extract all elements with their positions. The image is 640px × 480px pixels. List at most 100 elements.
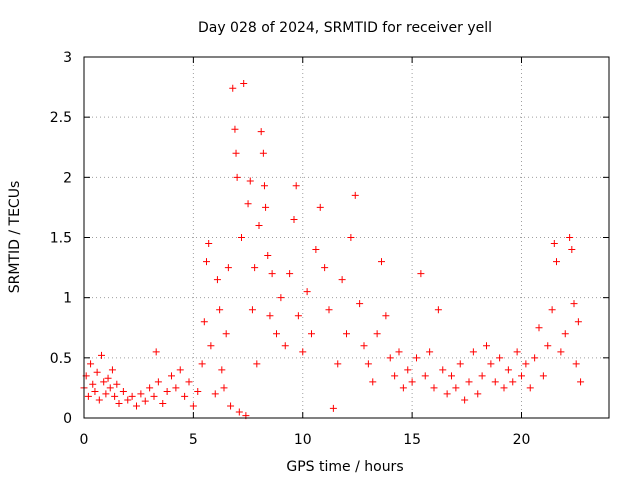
data-point (87, 360, 95, 368)
data-point (286, 270, 294, 278)
data-point (185, 378, 193, 386)
data-point (264, 252, 272, 260)
data-point (152, 348, 160, 356)
data-point (216, 306, 224, 314)
data-point (329, 404, 337, 412)
data-point (456, 360, 464, 368)
y-tick-label: 1.5 (50, 231, 72, 247)
data-point (277, 294, 285, 302)
data-point (491, 378, 499, 386)
data-point (369, 378, 377, 386)
y-tick-label: 1 (63, 291, 72, 307)
data-point (550, 240, 558, 248)
data-point (168, 372, 175, 380)
y-tick-label: 2 (63, 170, 72, 186)
data-point (531, 354, 539, 362)
data-point (150, 392, 158, 400)
data-point (347, 234, 355, 241)
data-point (299, 348, 307, 356)
data-point (232, 149, 240, 157)
data-point (308, 330, 315, 338)
data-point (248, 306, 256, 314)
data-point (518, 372, 525, 380)
data-point (566, 234, 574, 241)
data-point (548, 306, 556, 314)
data-point (108, 366, 116, 374)
data-point (251, 264, 259, 272)
data-point (205, 240, 213, 248)
data-point (84, 392, 92, 400)
data-point (203, 258, 210, 266)
data-point (526, 384, 534, 392)
data-point (478, 372, 486, 380)
data-point (500, 384, 508, 392)
data-point (504, 366, 512, 374)
data-point (181, 392, 189, 400)
data-point (513, 348, 521, 356)
data-point (360, 342, 368, 350)
data-point (95, 396, 103, 404)
data-point (343, 330, 350, 338)
data-point (100, 378, 108, 386)
data-point (115, 400, 123, 408)
data-point (260, 182, 268, 190)
data-point (316, 203, 324, 211)
data-point (522, 360, 530, 368)
x-axis-label: GPS time / hours (286, 459, 403, 475)
data-point (106, 384, 114, 392)
data-point (382, 312, 390, 320)
data-point (176, 366, 184, 374)
data-point (220, 384, 228, 392)
y-axis-label: SRMTID / TECUs (7, 181, 23, 294)
y-tick-label: 2.5 (50, 110, 72, 126)
data-point (303, 288, 311, 296)
data-point (408, 378, 416, 386)
data-point (577, 378, 585, 386)
data-point (535, 324, 543, 332)
y-tick-label: 3 (63, 50, 72, 66)
data-point (395, 348, 403, 356)
data-point (312, 246, 320, 254)
axis-ticks: 0 0.5 1 1.5 2 2.5 3 0 5 10 15 20 (50, 50, 609, 448)
data-point (483, 342, 490, 350)
data-point (413, 354, 420, 362)
data-point (207, 342, 215, 350)
data-point (469, 348, 477, 356)
data-point (119, 388, 127, 396)
data-point (373, 330, 381, 338)
data-point (364, 360, 372, 368)
data-point (334, 360, 342, 368)
x-tick-label: 20 (513, 432, 531, 448)
data-point (294, 312, 302, 320)
data-point (557, 348, 565, 356)
data-point (292, 182, 300, 190)
data-point (321, 264, 329, 272)
data-point (434, 306, 442, 314)
data-point (257, 128, 265, 136)
data-point (452, 384, 460, 392)
plot-frame (83, 56, 610, 419)
data-point (111, 392, 119, 400)
data-point (211, 390, 219, 398)
data-point (262, 203, 270, 211)
data-point (461, 396, 469, 404)
data-point (448, 372, 455, 380)
data-point (222, 330, 230, 338)
data-point (253, 360, 261, 368)
data-point (356, 300, 364, 308)
data-point (544, 342, 552, 350)
data-point (198, 360, 206, 368)
data-point (273, 330, 280, 338)
data-point (539, 372, 547, 380)
x-tick-label: 10 (294, 432, 312, 448)
data-point (91, 388, 99, 396)
data-point (227, 402, 235, 410)
data-point (163, 388, 171, 396)
data-point (104, 374, 112, 382)
data-point (154, 378, 162, 386)
data-point (430, 384, 438, 392)
data-point (290, 215, 298, 223)
data-point (98, 351, 105, 359)
data-point (509, 378, 517, 386)
